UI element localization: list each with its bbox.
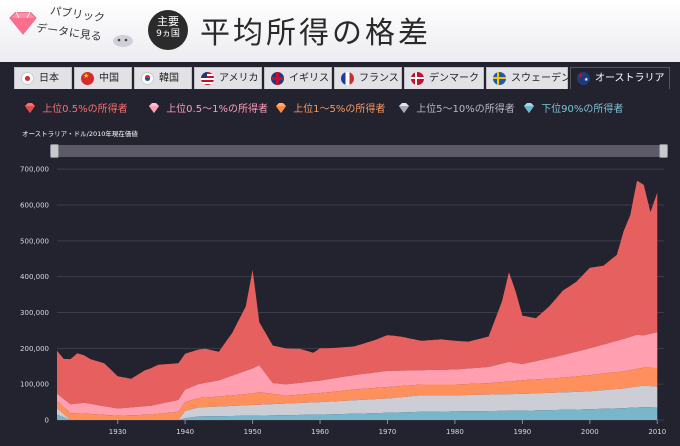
tab-label: イギリス <box>289 73 329 84</box>
tab-label: アメリカ <box>219 73 259 84</box>
badge-bottom-text: 9ヵ国 <box>156 29 180 39</box>
jp-flag-icon <box>21 72 34 85</box>
logo-blob-icon <box>113 35 133 47</box>
legend-label: 下位90%の所得者 <box>541 104 624 115</box>
chart-legend: 上位0.5%の所得者 上位0.5〜1%の所得者 上位1〜5%の所得者 上位5〜1… <box>0 96 680 118</box>
legend-label: 上位1〜5%の所得者 <box>293 104 386 115</box>
us-flag-icon <box>201 72 214 85</box>
se-flag-icon <box>493 72 506 85</box>
y-axis: 0 100,000 200,000 300,000 400,000 500,000 600,… <box>20 166 49 425</box>
orange-gem-icon <box>276 103 286 113</box>
income-area-chart: 0 100,000 200,000 300,000 400,000 500,000 600,… <box>20 166 666 436</box>
tab-usa[interactable]: アメリカ <box>194 67 262 89</box>
blue-gem-icon <box>524 103 534 113</box>
x-axis: 1930 1940 1950 1960 1970 1980 1990 2000 2010 <box>109 420 666 436</box>
y-tick-label: 300,000 <box>20 309 49 317</box>
x-tick-label: 1930 <box>109 428 127 436</box>
x-tick-label: 1990 <box>513 428 531 436</box>
app-header: パブリック データに見る 主要 9ヵ国 平均所得の格差 <box>0 0 680 62</box>
tab-label: 日本 <box>39 73 59 84</box>
cn-flag-icon: ★ <box>81 72 94 85</box>
tab-label: スウェーデン <box>511 73 571 84</box>
country-tabs: 日本 ★ 中国 韓国 アメリカ イギリス フランス デンマー <box>14 67 674 89</box>
x-tick-label: 1950 <box>244 428 262 436</box>
legend-label: 上位0.5〜1%の所得者 <box>166 104 268 115</box>
range-slider-right-handle[interactable] <box>659 144 668 158</box>
countries-badge: 主要 9ヵ国 <box>148 10 188 50</box>
legend-item-top05-1[interactable]: 上位0.5〜1%の所得者 <box>148 100 268 115</box>
tab-korea[interactable]: 韓国 <box>134 67 192 89</box>
tab-sweden[interactable]: スウェーデン <box>486 67 571 89</box>
tab-label: オーストラリア <box>595 73 665 84</box>
y-tick-label: 0 <box>45 417 49 425</box>
badge-top-text: 主要 <box>157 15 179 28</box>
y-tick-label: 100,000 <box>20 381 49 389</box>
y-tick-label: 700,000 <box>20 166 49 174</box>
tab-japan[interactable]: 日本 <box>14 67 72 89</box>
chart-areas <box>57 180 658 420</box>
tab-label: 中国 <box>99 73 119 84</box>
x-tick-label: 1940 <box>176 428 194 436</box>
page-title: 平均所得の格差 <box>200 16 431 51</box>
fr-flag-icon <box>341 72 354 85</box>
y-tick-label: 400,000 <box>20 273 49 281</box>
kr-flag-icon <box>141 72 154 85</box>
tab-label: デンマーク <box>429 73 479 84</box>
tab-australia[interactable]: ★ オーストラリア <box>570 67 670 89</box>
tab-uk[interactable]: イギリス <box>264 67 332 89</box>
x-tick-label: 2000 <box>581 428 599 436</box>
y-tick-label: 200,000 <box>20 345 49 353</box>
tab-label: 韓国 <box>159 73 179 84</box>
tab-label: フランス <box>359 73 399 84</box>
legend-label: 上位0.5%の所得者 <box>42 104 128 115</box>
tab-china[interactable]: ★ 中国 <box>74 67 132 89</box>
range-slider[interactable] <box>50 144 668 158</box>
x-tick-label: 2010 <box>648 428 666 436</box>
au-flag-icon: ★ <box>577 72 590 85</box>
series-top05-1-area[interactable] <box>57 332 658 416</box>
y-tick-label: 500,000 <box>20 237 49 245</box>
x-tick-label: 1960 <box>311 428 329 436</box>
series-top05-area[interactable] <box>57 180 658 409</box>
legend-item-top5-10[interactable]: 上位5〜10%の所得者 <box>398 100 515 115</box>
y-axis-unit-label: オーストラリア・ドル/2010年現在価値 <box>22 130 138 138</box>
legend-item-top05[interactable]: 上位0.5%の所得者 <box>24 100 128 115</box>
pink-gem-icon <box>149 103 159 113</box>
tab-france[interactable]: フランス <box>334 67 402 89</box>
x-tick-label: 1980 <box>446 428 464 436</box>
site-logo[interactable]: パブリック データに見る <box>6 4 140 56</box>
legend-item-top1-5[interactable]: 上位1〜5%の所得者 <box>275 100 385 115</box>
uk-flag-icon <box>271 72 284 85</box>
series-top5-10-area[interactable] <box>57 385 658 420</box>
silver-gem-icon <box>399 103 409 113</box>
range-slider-left-handle[interactable] <box>50 144 59 158</box>
tab-denmark[interactable]: デンマーク <box>404 67 484 89</box>
series-top1-5-area[interactable] <box>57 367 658 420</box>
y-tick-label: 600,000 <box>20 202 49 210</box>
x-tick-label: 1970 <box>379 428 397 436</box>
gem-logo-icon <box>9 12 37 35</box>
legend-label: 上位5〜10%の所得者 <box>416 104 515 115</box>
legend-item-bottom90[interactable]: 下位90%の所得者 <box>523 100 623 115</box>
red-gem-icon <box>25 103 35 113</box>
series-bottom90-area[interactable] <box>57 407 658 420</box>
dk-flag-icon <box>411 72 424 85</box>
